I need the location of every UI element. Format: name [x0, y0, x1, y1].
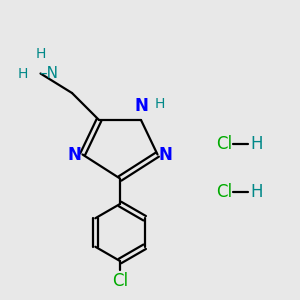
Text: N: N: [159, 146, 173, 164]
Text: H: H: [154, 97, 165, 110]
Text: Cl: Cl: [216, 183, 232, 201]
Text: –N: –N: [39, 66, 58, 81]
Text: Cl: Cl: [216, 135, 232, 153]
Text: H: H: [17, 67, 28, 80]
Text: H: H: [35, 47, 46, 61]
Text: H: H: [250, 183, 263, 201]
Text: H: H: [250, 135, 263, 153]
Text: N: N: [67, 146, 81, 164]
Text: Cl: Cl: [112, 272, 128, 290]
Text: N: N: [135, 97, 148, 115]
